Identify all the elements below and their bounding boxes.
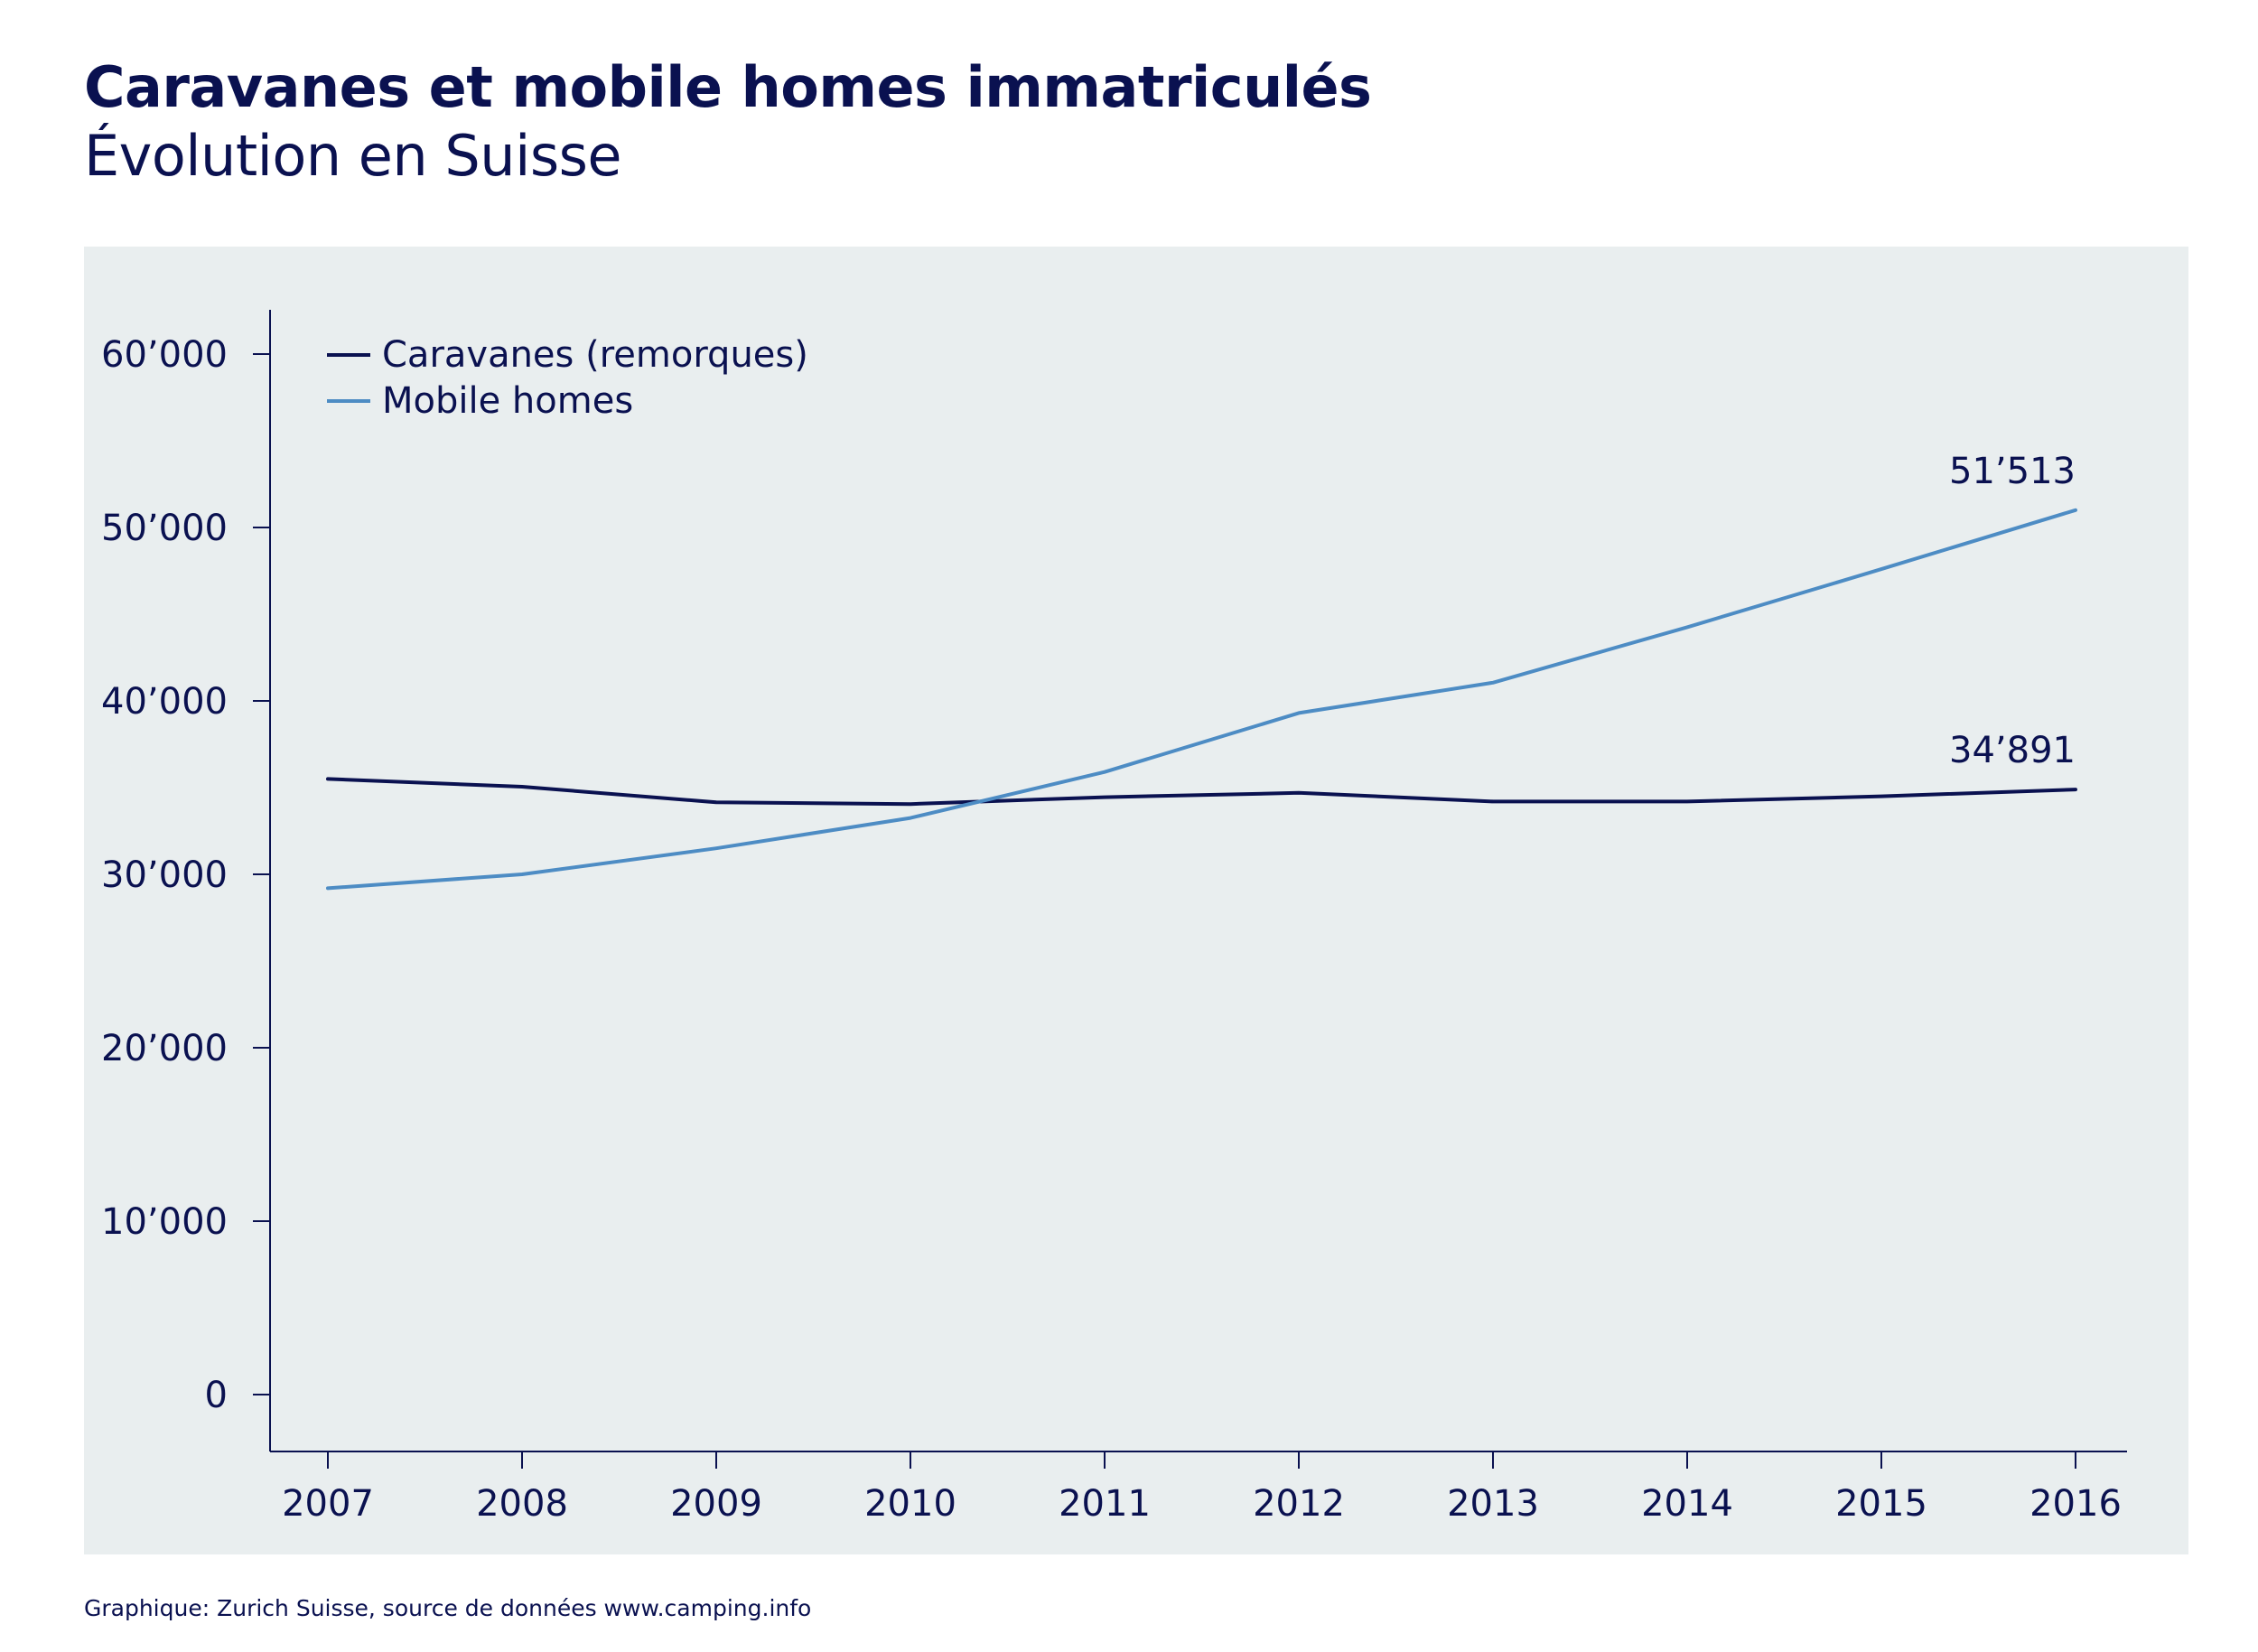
y-tick-label: 20’000 bbox=[101, 1028, 228, 1069]
y-tick-label: 0 bbox=[205, 1375, 228, 1416]
x-tick-label: 2014 bbox=[1641, 1483, 1733, 1525]
source-note: Graphique: Zurich Suisse, source de donn… bbox=[84, 1595, 812, 1621]
chart-subtitle: Évolution en Suisse bbox=[84, 123, 622, 189]
series-line-mobile-homes bbox=[326, 508, 2077, 891]
x-axis-ticks: 2007 2008 2009 2010 2011 2012 2013 2014 2015 2016 bbox=[282, 1451, 2122, 1525]
x-tick-label: 2009 bbox=[670, 1483, 762, 1525]
legend-label-mobile-homes: Mobile homes bbox=[382, 380, 633, 422]
x-tick-label: 2012 bbox=[1253, 1483, 1345, 1525]
end-label-caravanes: 34’891 bbox=[1949, 730, 2076, 771]
chart-legend: Caravanes (remorques)Mobile homes bbox=[327, 334, 808, 422]
x-tick-label: 2010 bbox=[864, 1483, 956, 1525]
x-tick-label: 2011 bbox=[1059, 1483, 1151, 1525]
series-line-caravanes bbox=[326, 777, 2077, 807]
x-tick-label: 2013 bbox=[1447, 1483, 1539, 1525]
chart-title: Caravanes et mobile homes immatriculés bbox=[84, 54, 1372, 120]
y-tick-label: 50’000 bbox=[101, 508, 228, 549]
end-labels: 34’891 51’513 bbox=[1949, 451, 2076, 771]
end-label-mobile-homes: 51’513 bbox=[1949, 451, 2076, 492]
y-axis-ticks: 0 10’000 20’000 30’000 40’000 50’000 60’000 bbox=[101, 334, 270, 1416]
legend-label-caravanes: Caravanes (remorques) bbox=[382, 334, 808, 376]
x-tick-label: 2007 bbox=[282, 1483, 374, 1525]
chart-panel bbox=[84, 247, 2188, 1554]
x-tick-label: 2015 bbox=[1835, 1483, 1927, 1525]
y-tick-label: 10’000 bbox=[101, 1201, 228, 1243]
y-tick-label: 40’000 bbox=[101, 681, 228, 723]
y-tick-label: 60’000 bbox=[101, 334, 228, 376]
chart-axes bbox=[269, 310, 2127, 1452]
series-lines bbox=[326, 508, 2077, 891]
y-tick-label: 30’000 bbox=[101, 854, 228, 896]
x-tick-label: 2016 bbox=[2029, 1483, 2122, 1525]
x-tick-label: 2008 bbox=[476, 1483, 568, 1525]
